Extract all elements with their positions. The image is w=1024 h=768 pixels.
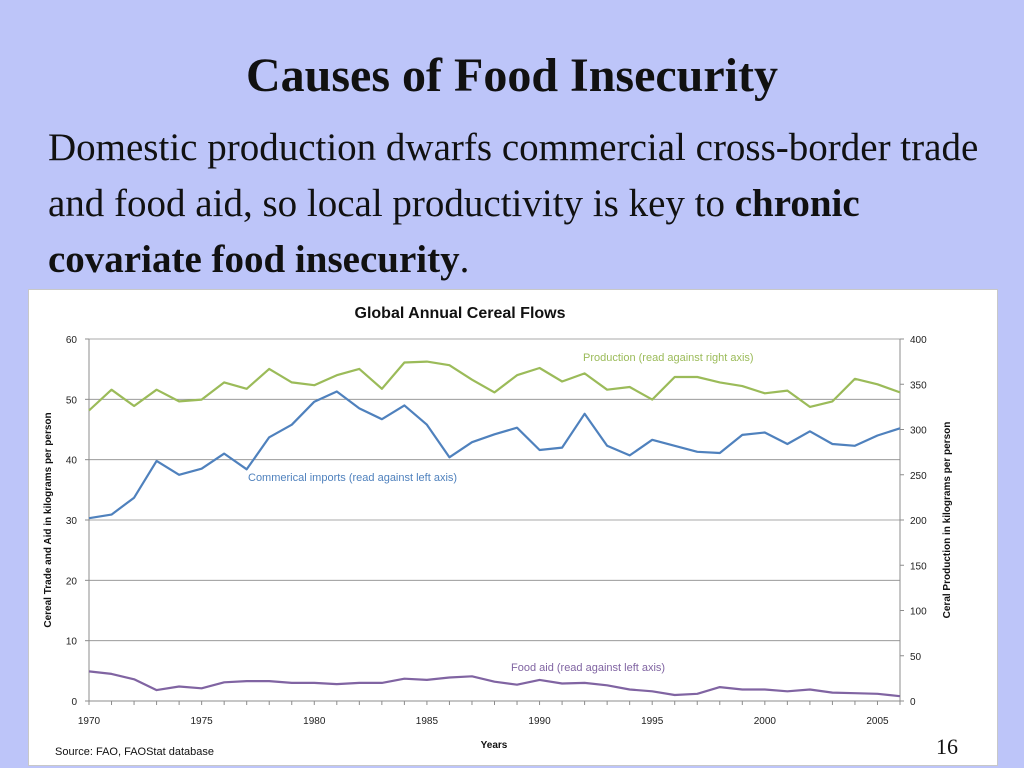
left-tick-label: 30 [66,516,78,527]
food-aid-series-label: Food aid (read against left axis) [511,662,665,674]
left-tick-label: 50 [66,395,78,406]
right-tick-label: 50 [910,652,922,663]
slide-body-text: Domestic production dwarfs commercial cr… [48,120,988,288]
x-tick-label: 2005 [866,716,889,727]
body-text-bold: chronic covariate food insecurity [48,182,860,281]
chart-title: Global Annual Cereal Flows [355,305,566,322]
x-tick-label: 1975 [191,716,214,727]
right-tick-label: 400 [910,335,927,346]
chart-panel: 0 10 20 30 40 50 60 0 50 100 150 200 250 300 350 400 197… [28,289,998,766]
right-tick-label: 200 [910,516,927,527]
x-tick-label: 1985 [416,716,439,727]
left-tick-label: 40 [66,456,78,467]
right-tick-label: 250 [910,471,927,482]
slide-title: Causes of Food Insecurity [245,49,778,102]
right-tick-label: 300 [910,426,927,437]
right-tick-label: 0 [910,697,916,708]
right-tick-label: 150 [910,561,927,572]
body-text-end: . [459,238,470,281]
page-number: 16 [936,734,958,759]
source-note: Source: FAO, FAOStat database [55,746,214,758]
commercial-imports-series-label: Commerical imports (read against left ax… [248,472,457,484]
cereal-flows-chart: 0 10 20 30 40 50 60 0 50 100 150 200 250 300 350 400 197… [43,305,953,758]
commercial-imports-series-line [88,390,901,520]
x-tick-label: 1970 [78,716,101,727]
production-series-line [88,360,901,412]
right-axis-title: Ceral Production in kilograms per person [942,422,953,619]
left-tick-label: 0 [71,697,77,708]
food-aid-series-line [88,670,901,698]
x-tick-label: 1980 [303,716,326,727]
x-tick-label: 1990 [528,716,551,727]
left-tick-label: 20 [66,576,78,587]
left-tick-label: 60 [66,335,78,346]
body-text-plain: Domestic production dwarfs commercial cr… [48,126,979,225]
x-axis-title: Years [481,740,508,751]
left-axis-title: Cereal Trade and Aid in kilograms per pe… [43,412,54,627]
left-tick-label: 10 [66,637,78,648]
x-tick-label: 2000 [754,716,777,727]
x-tick-label: 1995 [641,716,664,727]
right-tick-label: 100 [910,607,927,618]
right-tick-label: 350 [910,380,927,391]
production-series-label: Production (read against right axis) [583,352,754,364]
